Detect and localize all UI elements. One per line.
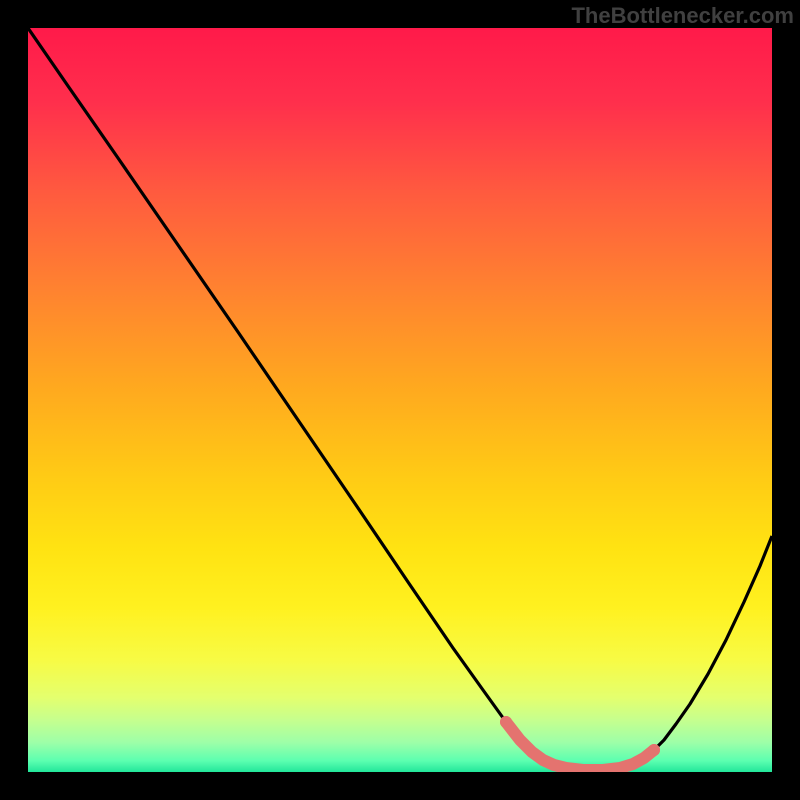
- highlight-end-dot: [648, 744, 660, 756]
- chart-frame: TheBottlenecker.com: [0, 0, 800, 800]
- plot-area: [28, 28, 772, 772]
- chart-svg: [28, 28, 772, 772]
- gradient-background: [28, 28, 772, 772]
- watermark-text: TheBottlenecker.com: [571, 3, 794, 29]
- highlight-end-dot: [500, 716, 512, 728]
